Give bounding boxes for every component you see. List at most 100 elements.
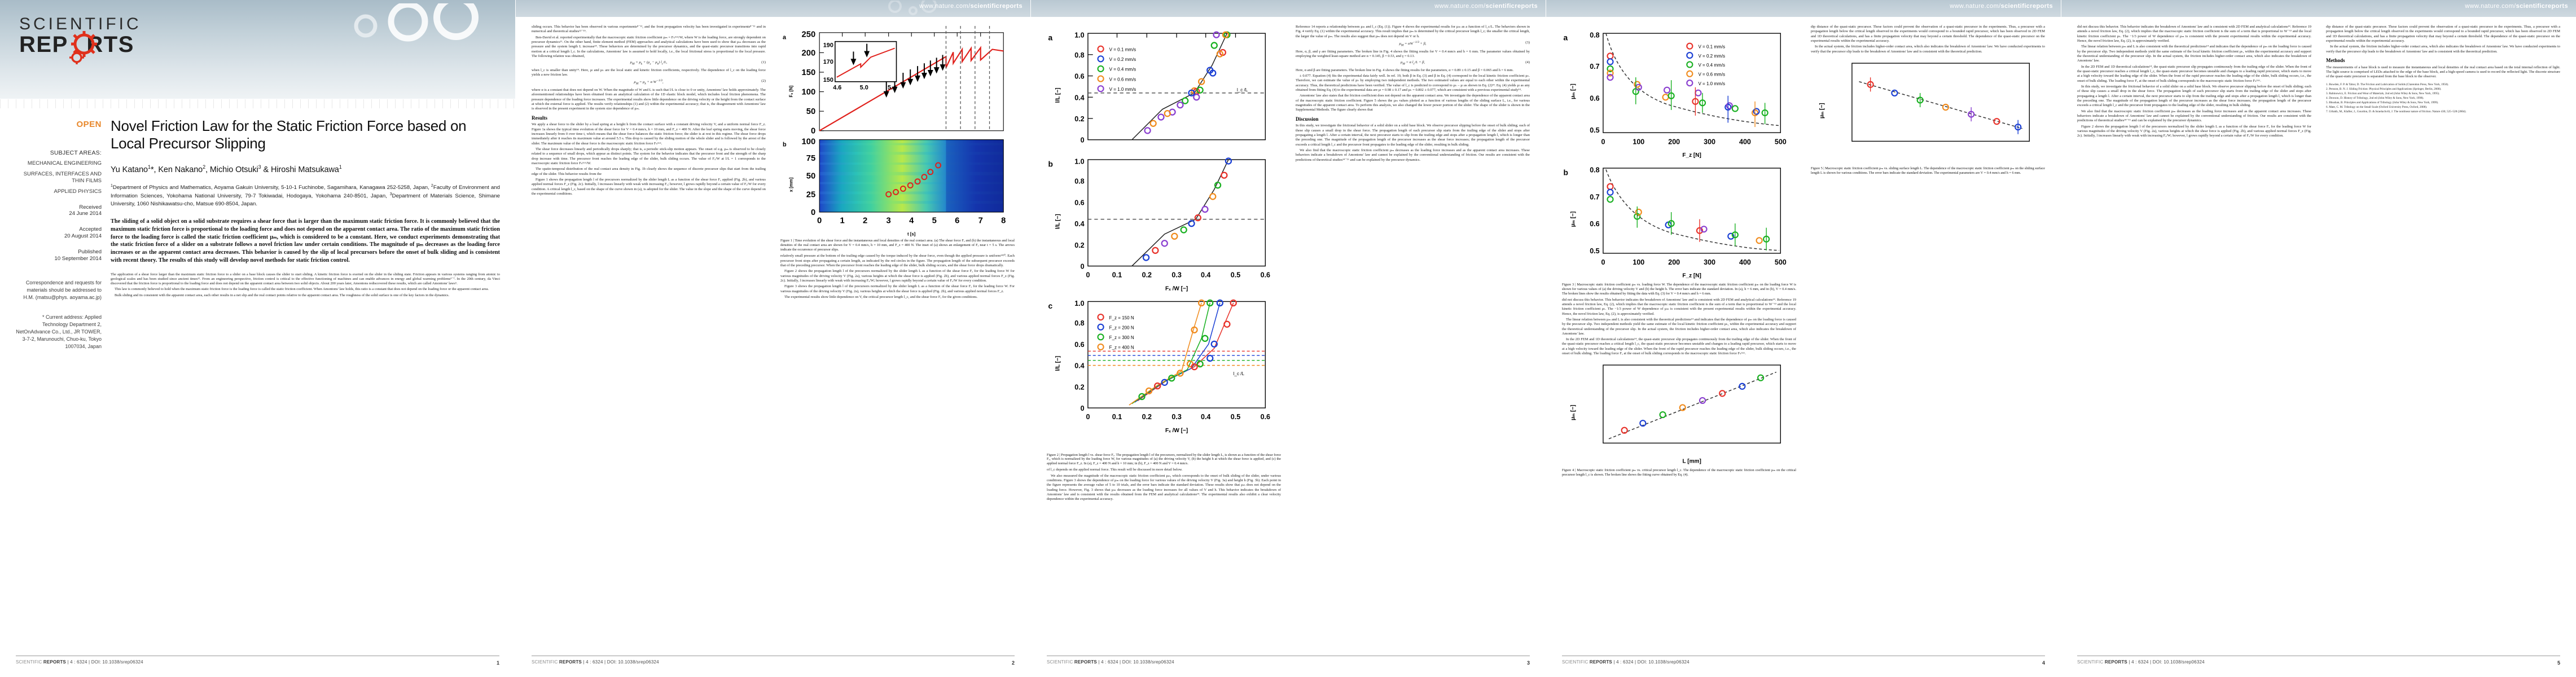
body-paragraph: In the 2D FEM and 1D theoretical calcula… bbox=[1562, 337, 1796, 356]
fig2-ytick: 1.0 bbox=[1074, 157, 1084, 165]
fig2-legend-item: V = 0.2 mm/s bbox=[1109, 57, 1136, 62]
fig3a-xlabel: F_z [N] bbox=[1682, 152, 1701, 159]
fig1-xtick: 7 bbox=[978, 217, 983, 226]
figure-5-caption: Figure 5 | Macroscopic static friction c… bbox=[1811, 166, 2045, 175]
column-right: Reference 14 reports a relationship betw… bbox=[1296, 25, 1530, 640]
fig3-ytick: 0.5 bbox=[1590, 247, 1599, 255]
page-band bbox=[1031, 0, 1546, 17]
fig1-inset-ytick: 170 bbox=[823, 59, 833, 65]
column-right: a 0 50 100 150 200 250 bbox=[780, 25, 1015, 640]
fig3-xtick: 500 bbox=[1775, 138, 1787, 146]
date-published-value: 10 September 2014 bbox=[54, 255, 102, 262]
fig3b-ylabel: μₘ [−] bbox=[1570, 212, 1577, 227]
footer-doi: | 4 : 6324 | DOI: 10.1038/srep06324 bbox=[583, 660, 659, 665]
body-paragraph: did not discuss this behavior. This beha… bbox=[2077, 25, 2311, 43]
figure-1-svg: a 0 50 100 150 200 250 bbox=[783, 25, 1006, 236]
fig3-ytick: 0.6 bbox=[1590, 95, 1599, 103]
date-accepted: Accepted 20 August 2014 bbox=[16, 226, 102, 240]
fig3-xtick: 300 bbox=[1704, 138, 1715, 146]
fig1a-ylabel: Fₓ [N] bbox=[789, 85, 794, 97]
figure-5: μₘ [−] Figure 5 | Macroscopic static fri… bbox=[1811, 58, 2045, 175]
masthead: SCIENTIFIC REPORTS bbox=[0, 0, 515, 99]
equation-4: μM = α lc/L + β, (4) bbox=[1400, 60, 1530, 66]
p2-c2-body: relatively small pressure at the bottom … bbox=[780, 254, 1015, 300]
fig2-xtick: 0.6 bbox=[1261, 271, 1270, 279]
body-paragraph: In this study, we investigate the fricti… bbox=[1296, 124, 1530, 147]
fig1-xtick: 0 bbox=[817, 217, 822, 226]
fig2-ytick: 0.2 bbox=[1074, 383, 1084, 391]
date-received: Received 24 June 2014 bbox=[16, 204, 102, 218]
panel-label-b: b bbox=[1564, 168, 1568, 177]
journal-logo: SCIENTIFIC REPORTS bbox=[19, 16, 142, 64]
footer-doi: | 4 : 6324 | DOI: 10.1038/srep06324 bbox=[67, 660, 143, 665]
date-received-label: Received bbox=[79, 204, 102, 210]
band-url-plain: www.nature.com/ bbox=[2465, 3, 2516, 10]
fig2-xtick: 0.1 bbox=[1112, 271, 1122, 279]
footer-journal-bold: REPORTS bbox=[2104, 660, 2127, 665]
column-left: a l_c /L bbox=[1047, 25, 1281, 640]
fig1-xtick: 2 bbox=[863, 217, 867, 226]
date-accepted-value: 20 August 2014 bbox=[64, 233, 102, 240]
fig2-xtick: 0 bbox=[1086, 413, 1090, 421]
subject-area-item: MECHANICAL ENGINEERING bbox=[27, 160, 102, 166]
page-4: www.nature.com/scientificreports a bbox=[1546, 0, 2061, 677]
column-right: dip distance of the quasi-static precurs… bbox=[2326, 25, 2560, 640]
fig1-xtick: 8 bbox=[1001, 217, 1006, 226]
fig2-xtick: 0 bbox=[1086, 271, 1090, 279]
fig2-ytick: 0.8 bbox=[1074, 178, 1084, 186]
fig2-legend-item: V = 0.1 mm/s bbox=[1109, 47, 1136, 52]
fig1b-ytick: 75 bbox=[806, 154, 815, 163]
p3-c2-body: Reference 14 reports a relationship betw… bbox=[1296, 25, 1530, 162]
band-url: www.nature.com/scientificreports bbox=[1950, 3, 2053, 10]
body-paragraph: Ben-David et al. reported experimentally… bbox=[532, 35, 766, 58]
section-heading-methods: Methods bbox=[2326, 57, 2345, 63]
fig3-xtick: 100 bbox=[1633, 258, 1644, 266]
footer-citation: SCIENTIFIC REPORTS | 4 : 6324 | DOI: 10.… bbox=[16, 660, 499, 665]
band-url-plain: www.nature.com/ bbox=[919, 3, 971, 10]
fig1b-ytick: 100 bbox=[802, 137, 816, 146]
fig2-xtick: 0.4 bbox=[1201, 413, 1210, 421]
figure-4-svg: L [mm] μₘ [−] bbox=[1570, 364, 1781, 465]
fig2-annotation: l_c /L bbox=[1234, 371, 1245, 376]
body-paragraph: Here, α and β are fitting parameters. Th… bbox=[1296, 68, 1514, 72]
footer-citation: SCIENTIFIC REPORTS | 4 : 6324 | DOI: 10.… bbox=[1047, 660, 1530, 665]
fig2-ytick: 0.6 bbox=[1074, 73, 1084, 81]
fig2-legend-item: F_z = 150 N bbox=[1109, 315, 1134, 320]
fig2-annotation: l_c /L bbox=[1237, 87, 1248, 93]
fig2-xtick: 0.6 bbox=[1261, 413, 1270, 421]
p4-c2-body: dip distance of the quasi-static precurs… bbox=[1811, 25, 2045, 54]
footer-journal-light: SCIENTIFIC bbox=[532, 660, 558, 665]
fig1-inset-xtick: 5.4 bbox=[888, 85, 896, 91]
footer-journal-light: SCIENTIFIC bbox=[1047, 660, 1073, 665]
fig2-ytick: 0.4 bbox=[1074, 220, 1084, 228]
body-paragraph: Figure 1 shows the propagation length l … bbox=[532, 177, 766, 196]
p2-c1-body: sliding occurs. This behavior has been o… bbox=[532, 25, 766, 196]
page-number: 4 bbox=[2042, 660, 2045, 666]
page3-columns: a l_c /L bbox=[1047, 25, 1530, 640]
fig3-xtick: 100 bbox=[1633, 138, 1644, 146]
page-band bbox=[2061, 0, 2576, 17]
page2-columns: sliding occurs. This behavior has been o… bbox=[532, 25, 1015, 640]
body-paragraph: Figure 2 shows the propagation length l … bbox=[2077, 124, 2311, 138]
fig2-ytick: 1.0 bbox=[1074, 300, 1084, 307]
fig2-ytick: 0 bbox=[1081, 137, 1085, 144]
gear-icon-logo bbox=[69, 31, 97, 64]
fig3-xtick: 400 bbox=[1739, 138, 1751, 146]
fig1-xtick: 6 bbox=[955, 217, 959, 226]
body-paragraph: The spatio-temporal distribution of the … bbox=[532, 167, 766, 176]
fig2-xtick: 0.5 bbox=[1231, 413, 1240, 421]
reference-item: 3. Rabinowicz, E. Friction and Wear of M… bbox=[2326, 91, 2440, 95]
fig1b-ytick: 50 bbox=[806, 172, 815, 181]
fig2-ytick: 0.6 bbox=[1074, 199, 1084, 206]
body-paragraph: Figure 2 shows the propagation length l … bbox=[780, 269, 1015, 283]
footer-journal-bold: REPORTS bbox=[1589, 660, 1612, 665]
fig3-xtick: 0 bbox=[1601, 138, 1605, 146]
p3-c1-body: of l_c depends on the applied normal for… bbox=[1047, 468, 1281, 502]
subject-areas-label: SUBJECT AREAS: bbox=[50, 150, 102, 156]
fig2-xtick: 0.2 bbox=[1142, 413, 1152, 421]
fig2-xtick: 0.5 bbox=[1231, 271, 1240, 279]
footer-doi: | 4 : 6324 | DOI: 10.1038/srep06324 bbox=[1098, 660, 1174, 665]
fig2-xtick: 0.3 bbox=[1171, 413, 1181, 421]
fig2-ytick: 0.8 bbox=[1074, 51, 1084, 59]
footer-journal-bold: REPORTS bbox=[559, 660, 582, 665]
